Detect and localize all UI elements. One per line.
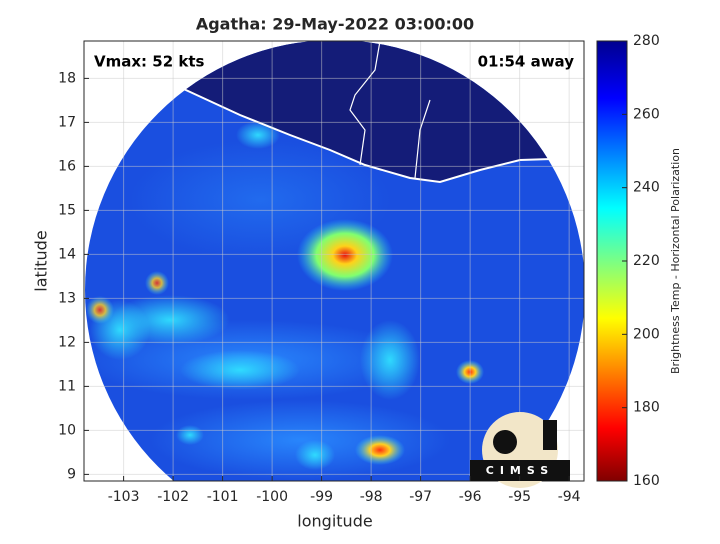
imagery <box>84 41 584 481</box>
y-tick-label: 11 <box>58 378 76 394</box>
colorbar-tick-label: 240 <box>633 180 660 196</box>
time-annotation: 01:54 away <box>478 53 575 71</box>
x-tick-label: -98 <box>360 489 383 505</box>
y-tick-label: 10 <box>58 422 76 438</box>
logo: CIMSS <box>470 412 570 488</box>
x-tick-label: -102 <box>157 489 189 505</box>
y-axis-label: latitude <box>32 230 51 291</box>
y-tick-label: 13 <box>58 290 76 306</box>
y-tick-label: 14 <box>58 246 76 262</box>
x-tick-label: -103 <box>108 489 140 505</box>
x-tick-label: -97 <box>409 489 432 505</box>
x-axis-label: longitude <box>297 512 372 531</box>
colorbar-tick-label: 220 <box>633 253 660 269</box>
colorbar-tick-label: 280 <box>633 33 660 49</box>
logo-text: CIMSS <box>486 464 554 477</box>
x-tick-label: -100 <box>256 489 288 505</box>
colorbar-tick-label: 200 <box>633 326 660 342</box>
y-tick-label: 15 <box>58 202 76 218</box>
colorbar-tick-label: 180 <box>633 400 660 416</box>
x-tick-label: -95 <box>508 489 531 505</box>
vmax-annotation: Vmax: 52 kts <box>94 53 204 71</box>
y-tick-label: 18 <box>58 70 76 86</box>
plot-frame <box>83 40 585 482</box>
colorbar-tick-label: 160 <box>633 473 660 489</box>
x-tick-label: -94 <box>558 489 581 505</box>
colorbar-label: Brightness Temp - Horizontal Polarizatio… <box>669 148 682 374</box>
y-tick-label: 12 <box>58 334 76 350</box>
y-tick-label: 16 <box>58 158 76 174</box>
x-tick-label: -101 <box>207 489 239 505</box>
x-tick-label: -99 <box>310 489 333 505</box>
y-tick-label: 17 <box>58 114 76 130</box>
x-tick-label: -96 <box>459 489 482 505</box>
colorbar-tick-label: 260 <box>633 106 660 122</box>
chart-title: Agatha: 29-May-2022 03:00:00 <box>196 15 474 34</box>
y-tick-label: 9 <box>67 466 76 482</box>
